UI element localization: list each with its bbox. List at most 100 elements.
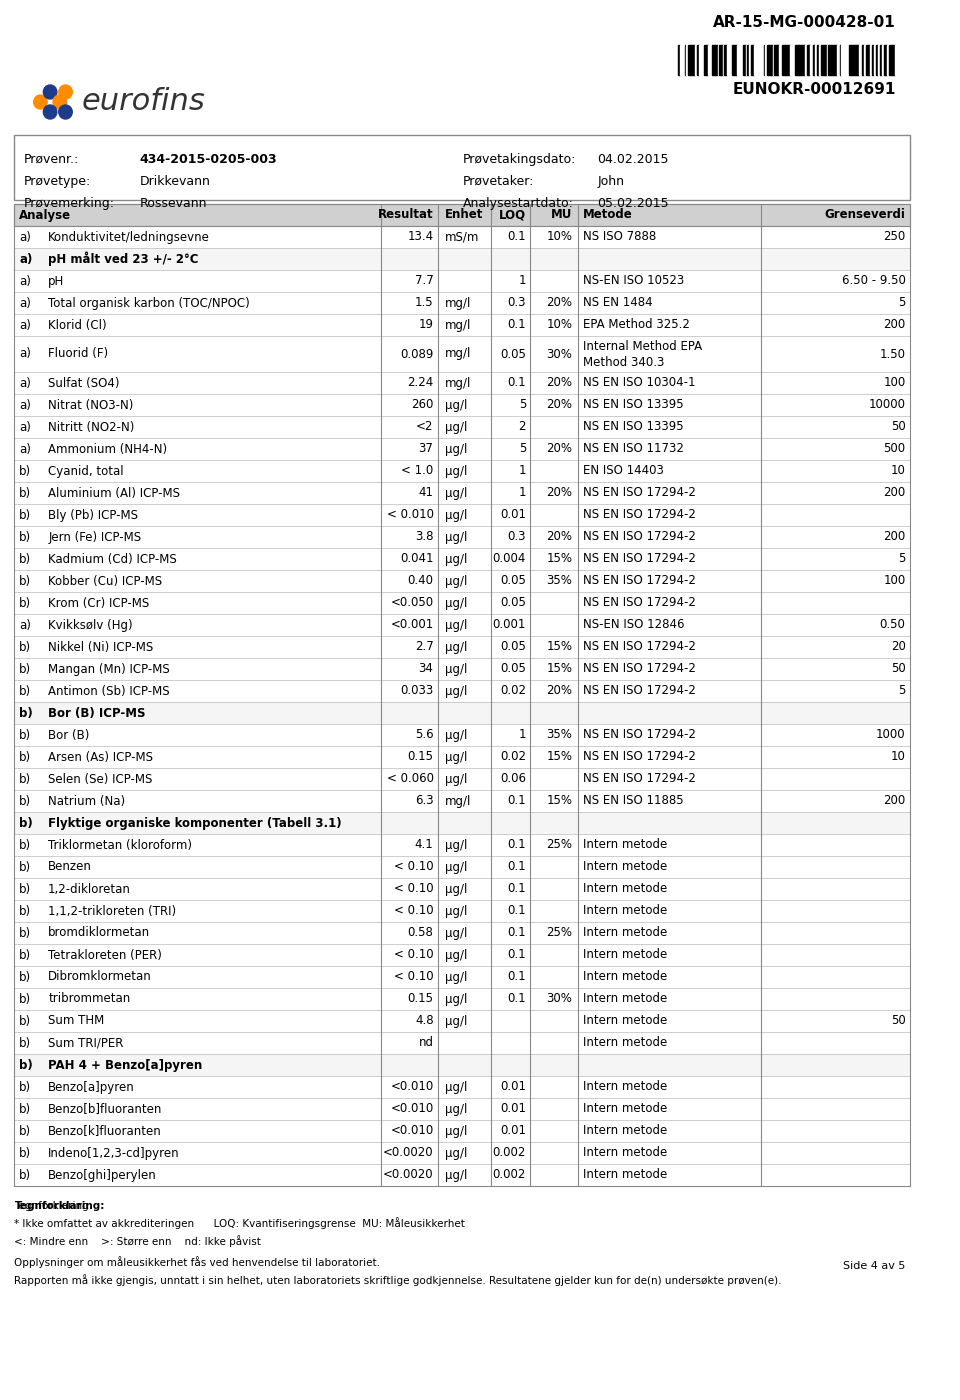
- Text: Resultat: Resultat: [378, 209, 434, 221]
- Text: pH: pH: [48, 274, 64, 287]
- Bar: [824, 45, 825, 76]
- Bar: [884, 45, 885, 76]
- Text: 37: 37: [419, 442, 434, 455]
- Bar: [841, 45, 843, 76]
- Bar: [721, 45, 723, 76]
- Text: μg/l: μg/l: [445, 949, 468, 962]
- Bar: [765, 45, 766, 76]
- Text: 19: 19: [419, 319, 434, 332]
- Text: Analyse: Analyse: [19, 209, 71, 221]
- Text: Cyanid, total: Cyanid, total: [48, 465, 124, 477]
- Text: NS EN ISO 11732: NS EN ISO 11732: [583, 442, 684, 455]
- Text: 0.01: 0.01: [500, 508, 526, 522]
- Bar: [809, 45, 810, 76]
- Bar: [818, 45, 820, 76]
- Text: PAH 4 + Benzo[a]pyren: PAH 4 + Benzo[a]pyren: [48, 1058, 203, 1071]
- Text: 1000: 1000: [876, 728, 905, 742]
- Text: < 0.10: < 0.10: [394, 882, 434, 896]
- Text: NS ISO 7888: NS ISO 7888: [583, 231, 656, 244]
- Text: Prøvemerking:: Prøvemerking:: [24, 197, 115, 210]
- Text: 0.1: 0.1: [508, 861, 526, 874]
- Bar: [14, 724, 910, 746]
- Text: Intern metode: Intern metode: [583, 1015, 667, 1028]
- Bar: [14, 248, 910, 270]
- Text: 0.40: 0.40: [408, 574, 434, 588]
- Bar: [756, 45, 759, 76]
- Text: Jern (Fe) ICP-MS: Jern (Fe) ICP-MS: [48, 531, 141, 543]
- Text: Intern metode: Intern metode: [583, 1036, 667, 1050]
- Text: <2: <2: [417, 420, 434, 434]
- Text: 20%: 20%: [546, 487, 572, 500]
- Text: <0.010: <0.010: [391, 1103, 434, 1116]
- Bar: [14, 878, 910, 900]
- Bar: [14, 225, 910, 248]
- Bar: [687, 45, 688, 76]
- Text: b): b): [19, 508, 32, 522]
- Text: b): b): [19, 839, 32, 851]
- Text: a): a): [19, 420, 31, 434]
- Bar: [864, 45, 866, 76]
- Bar: [762, 45, 764, 76]
- Bar: [831, 45, 832, 76]
- Bar: [852, 45, 854, 76]
- Text: μg/l: μg/l: [445, 619, 468, 631]
- Text: Benzo[ghi]perylen: Benzo[ghi]perylen: [48, 1169, 156, 1182]
- Text: b): b): [19, 750, 32, 763]
- Bar: [718, 45, 719, 76]
- Text: Total organisk karbon (TOC/NPOC): Total organisk karbon (TOC/NPOC): [48, 297, 250, 309]
- Text: μg/l: μg/l: [445, 773, 468, 785]
- Text: 100: 100: [883, 574, 905, 588]
- Bar: [889, 45, 892, 76]
- Bar: [14, 438, 910, 461]
- Bar: [691, 45, 693, 76]
- Text: 0.004: 0.004: [492, 553, 526, 566]
- Text: b): b): [19, 707, 33, 720]
- Text: 6.3: 6.3: [415, 795, 434, 808]
- Bar: [705, 45, 707, 76]
- Bar: [825, 45, 827, 76]
- Bar: [14, 988, 910, 1009]
- Text: 0.1: 0.1: [508, 882, 526, 896]
- Text: 0.1: 0.1: [508, 377, 526, 389]
- Bar: [14, 966, 910, 988]
- Bar: [14, 393, 910, 416]
- Text: 15%: 15%: [546, 641, 572, 654]
- Text: Mangan (Mn) ICP-MS: Mangan (Mn) ICP-MS: [48, 662, 170, 676]
- Text: μg/l: μg/l: [445, 1169, 468, 1182]
- Bar: [812, 45, 815, 76]
- Bar: [840, 45, 841, 76]
- Text: 5: 5: [899, 553, 905, 566]
- Text: 15%: 15%: [546, 662, 572, 676]
- Text: 5: 5: [899, 685, 905, 697]
- Text: 34: 34: [419, 662, 434, 676]
- Text: 20: 20: [891, 641, 905, 654]
- Bar: [14, 1163, 910, 1186]
- Bar: [857, 45, 859, 76]
- Text: 0.1: 0.1: [508, 319, 526, 332]
- Bar: [723, 45, 724, 76]
- Text: 15%: 15%: [546, 553, 572, 566]
- Bar: [14, 293, 910, 314]
- Text: 0.58: 0.58: [408, 927, 434, 939]
- Bar: [14, 1054, 910, 1077]
- Text: 0.15: 0.15: [408, 750, 434, 763]
- Text: 5: 5: [518, 442, 526, 455]
- Text: bromdiklormetan: bromdiklormetan: [48, 927, 151, 939]
- Text: 30%: 30%: [546, 993, 572, 1005]
- Text: Enhet: Enhet: [445, 209, 484, 221]
- Text: John: John: [597, 175, 624, 188]
- Bar: [14, 615, 910, 636]
- Text: 1: 1: [518, 274, 526, 287]
- Text: mg/l: mg/l: [445, 297, 471, 309]
- Text: 35%: 35%: [546, 728, 572, 742]
- Text: 0.3: 0.3: [508, 297, 526, 309]
- Text: Intern metode: Intern metode: [583, 1081, 667, 1093]
- Text: 0.05: 0.05: [500, 347, 526, 360]
- Text: 25%: 25%: [546, 839, 572, 851]
- Text: 434-2015-0205-003: 434-2015-0205-003: [140, 153, 277, 167]
- Text: Natrium (Na): Natrium (Na): [48, 795, 126, 808]
- Text: Intern metode: Intern metode: [583, 904, 667, 917]
- Bar: [14, 790, 910, 812]
- Text: 1: 1: [518, 465, 526, 477]
- Text: b): b): [19, 685, 32, 697]
